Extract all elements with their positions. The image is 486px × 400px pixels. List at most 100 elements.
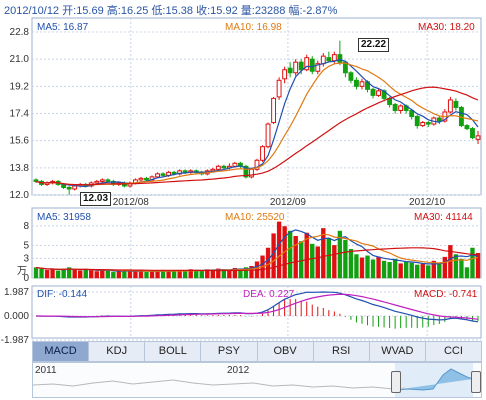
candle-body xyxy=(359,81,365,87)
volume-bar xyxy=(55,270,61,279)
candle-body xyxy=(425,122,431,125)
overview-year-2012: 2012 xyxy=(227,365,250,376)
candle-body xyxy=(171,171,177,175)
tab-psy[interactable]: PSY xyxy=(201,342,258,361)
volume-bar xyxy=(166,270,171,279)
candle-body xyxy=(409,109,415,118)
price-ma30-line xyxy=(35,86,479,186)
price-ma5-legend: MA5: 16.87 xyxy=(37,22,89,33)
volume-bar xyxy=(315,246,320,279)
volume-bar xyxy=(72,269,77,279)
volume-bar xyxy=(332,245,337,279)
macd-dea-legend: DEA: 0.227 xyxy=(243,289,295,300)
volume-bar xyxy=(370,259,376,279)
candle-body xyxy=(293,61,299,74)
tab-boll[interactable]: BOLL xyxy=(145,342,202,361)
volume-bar xyxy=(33,267,39,279)
candle-body xyxy=(182,170,188,173)
volume-ma5-legend: MA5: 31958 xyxy=(37,212,91,223)
candle-body xyxy=(138,177,144,181)
volume-bar xyxy=(287,230,293,279)
volume-bar xyxy=(365,255,370,279)
volume-bar xyxy=(44,269,50,279)
volume-bar xyxy=(276,221,282,279)
candle-body xyxy=(309,58,315,72)
volume-ma30-line xyxy=(35,247,479,272)
volume-bar xyxy=(133,271,138,279)
candle-body xyxy=(447,99,453,113)
volume-bar xyxy=(337,230,343,279)
range-left-handle[interactable] xyxy=(391,371,401,393)
x-tick-label: 2012/08 xyxy=(113,197,150,208)
volume-bar xyxy=(155,270,160,279)
volume-bar xyxy=(227,269,232,279)
volume-bar xyxy=(437,263,442,279)
open-value: 15.69 xyxy=(76,5,104,17)
volume-bar xyxy=(89,269,94,279)
volume-bar xyxy=(205,269,210,279)
candle-body xyxy=(144,177,149,181)
tab-kdj[interactable]: KDJ xyxy=(89,342,146,361)
volume-ma30-legend: MA30: 41144 xyxy=(414,212,473,223)
high-label: 高: xyxy=(106,5,121,17)
volume-bar xyxy=(464,267,470,279)
quote-header: 2012/10/12 开:15.69 高:16.25 低:15.38 收:15.… xyxy=(4,2,337,17)
volume-bar xyxy=(387,262,392,279)
tab-rsi[interactable]: RSI xyxy=(314,342,370,361)
candle-body xyxy=(326,57,332,62)
volume-value: 23288 xyxy=(254,5,286,17)
overview-year-2011: 2011 xyxy=(35,365,57,376)
volume-bar xyxy=(381,260,387,279)
macd-tick-label: 0.000 xyxy=(4,311,29,322)
volume-bar xyxy=(249,266,254,279)
tab-cci[interactable]: CCI xyxy=(443,345,463,357)
macd-panel-frame xyxy=(31,285,482,339)
candle-body xyxy=(354,79,359,87)
candle-body xyxy=(392,103,398,111)
indicator-tabs: MACD KDJ BOLL PSY OBV RSI WVAD CCI xyxy=(32,341,482,362)
candle-body xyxy=(254,159,260,170)
volume-bar xyxy=(210,269,215,279)
macd-dif-legend: DIF: -0.144 xyxy=(37,289,88,300)
volume-bar xyxy=(78,270,83,279)
volume-bar xyxy=(149,271,155,279)
tab-macd[interactable]: MACD xyxy=(33,342,90,361)
volume-bar xyxy=(415,264,420,279)
range-overview[interactable]: 2011 2012 xyxy=(32,362,482,398)
range-right-handle[interactable] xyxy=(471,371,481,393)
tab-wvad[interactable]: WVAD xyxy=(370,342,426,361)
candle-body xyxy=(66,186,72,190)
candle-body xyxy=(320,55,326,65)
candle-body xyxy=(398,105,404,111)
price-tick-label: 21.0 xyxy=(10,54,30,65)
price-high-annotation: 22.22 xyxy=(358,38,390,52)
price-tick-label: 15.6 xyxy=(10,136,30,147)
volume-bar xyxy=(459,258,464,279)
low-label: 低: xyxy=(151,5,166,17)
candle-body xyxy=(414,116,420,127)
volume-bar xyxy=(420,264,425,279)
volume-bar xyxy=(442,256,448,279)
volume-bar xyxy=(470,247,475,279)
candle-body xyxy=(376,90,381,96)
volume-bar xyxy=(216,268,221,279)
candle-body xyxy=(271,97,277,124)
volume-ma10-legend: MA10: 25520 xyxy=(225,212,285,223)
volume-bar xyxy=(105,270,111,279)
volume-bar xyxy=(293,236,298,279)
open-label: 开: xyxy=(62,5,77,17)
price-low-annotation: 12.03 xyxy=(80,192,112,206)
volume-bar xyxy=(409,262,414,279)
volume-bar xyxy=(94,271,99,279)
candle-body xyxy=(243,165,249,178)
volume-bar xyxy=(188,269,193,279)
volume-bar xyxy=(348,249,354,279)
low-value: 15.38 xyxy=(165,5,194,17)
macd-dea-line xyxy=(36,293,479,320)
volume-bar xyxy=(116,271,122,279)
close-value: 15.92 xyxy=(210,5,238,17)
tab-obv[interactable]: OBV xyxy=(258,342,314,361)
volume-bar xyxy=(243,267,249,279)
candle-body xyxy=(287,67,293,74)
